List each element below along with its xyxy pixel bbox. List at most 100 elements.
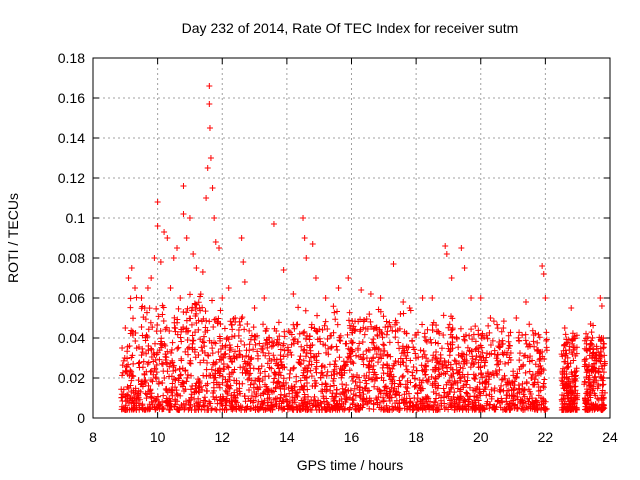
data-point	[226, 353, 233, 360]
data-point	[428, 340, 435, 347]
data-point	[204, 165, 211, 171]
data-point	[459, 353, 466, 360]
data-point	[224, 383, 231, 390]
data-point	[343, 382, 350, 389]
data-point	[174, 245, 181, 251]
data-point	[390, 261, 397, 267]
data-point	[124, 348, 131, 355]
data-point	[438, 397, 445, 404]
data-point	[214, 320, 221, 327]
data-point	[195, 376, 202, 383]
data-point	[519, 332, 526, 339]
data-point	[275, 319, 282, 326]
data-point	[127, 382, 134, 389]
data-point	[316, 326, 323, 333]
data-point	[347, 325, 354, 332]
data-point	[252, 333, 259, 340]
data-point	[380, 361, 387, 368]
data-point	[233, 354, 240, 361]
data-point	[403, 363, 410, 370]
data-point	[503, 398, 510, 405]
data-point	[597, 295, 604, 301]
data-point	[322, 318, 329, 325]
data-point	[527, 401, 534, 408]
data-point	[532, 372, 539, 379]
data-point	[519, 380, 526, 387]
data-point	[178, 355, 185, 362]
data-point	[327, 383, 334, 390]
data-point	[572, 378, 579, 385]
data-point	[456, 375, 463, 382]
data-point	[278, 358, 285, 365]
data-point	[231, 366, 238, 373]
data-point	[532, 398, 539, 405]
data-point	[461, 360, 468, 367]
data-point	[472, 356, 479, 363]
data-point	[501, 372, 508, 379]
data-point	[448, 313, 455, 320]
data-point	[406, 305, 413, 311]
data-point	[570, 357, 577, 364]
data-point	[430, 319, 437, 326]
data-point	[156, 399, 163, 406]
data-point	[151, 255, 158, 261]
x-tick-label: 16	[344, 429, 360, 445]
data-point	[174, 331, 181, 338]
data-point	[147, 368, 154, 375]
data-point	[198, 318, 205, 325]
data-point	[342, 405, 349, 412]
data-point	[344, 331, 351, 338]
data-point	[379, 364, 386, 371]
data-point	[235, 332, 242, 339]
data-point	[285, 328, 292, 335]
data-point	[386, 398, 393, 405]
data-series-roti	[118, 83, 608, 413]
data-point	[376, 386, 383, 393]
data-point	[363, 380, 370, 387]
data-point	[381, 342, 388, 349]
data-point	[119, 369, 126, 376]
data-point	[423, 395, 430, 402]
x-tick-label: 18	[408, 429, 424, 445]
data-point	[306, 336, 313, 343]
data-point	[489, 337, 496, 344]
data-point	[384, 361, 390, 368]
data-point	[505, 387, 512, 394]
data-point	[586, 376, 593, 383]
data-point	[220, 354, 227, 361]
data-point	[508, 386, 515, 393]
data-point	[270, 221, 277, 227]
data-point	[277, 352, 284, 359]
data-point	[448, 327, 455, 334]
data-point	[250, 324, 257, 331]
data-point	[143, 395, 150, 402]
data-point	[569, 403, 576, 410]
data-point	[449, 341, 456, 348]
data-point	[343, 340, 350, 347]
data-point	[361, 372, 368, 379]
data-point	[319, 326, 326, 333]
data-point	[150, 358, 157, 365]
data-point	[590, 385, 597, 392]
data-point	[410, 364, 417, 371]
data-point	[275, 378, 282, 385]
data-point	[595, 404, 602, 411]
data-point	[128, 265, 135, 271]
data-point	[274, 395, 281, 402]
data-point	[397, 355, 404, 362]
data-point	[481, 362, 488, 369]
data-point	[423, 377, 430, 384]
data-point	[409, 338, 416, 345]
data-point	[236, 351, 243, 358]
data-point	[351, 327, 358, 334]
data-point	[483, 402, 490, 409]
data-point	[335, 285, 342, 291]
data-point	[542, 405, 549, 412]
data-point	[297, 353, 304, 360]
x-tick-label: 12	[214, 429, 230, 445]
data-point	[147, 386, 154, 393]
data-point	[216, 245, 223, 251]
data-point	[393, 397, 400, 404]
data-point	[399, 359, 406, 366]
data-point	[487, 401, 494, 408]
